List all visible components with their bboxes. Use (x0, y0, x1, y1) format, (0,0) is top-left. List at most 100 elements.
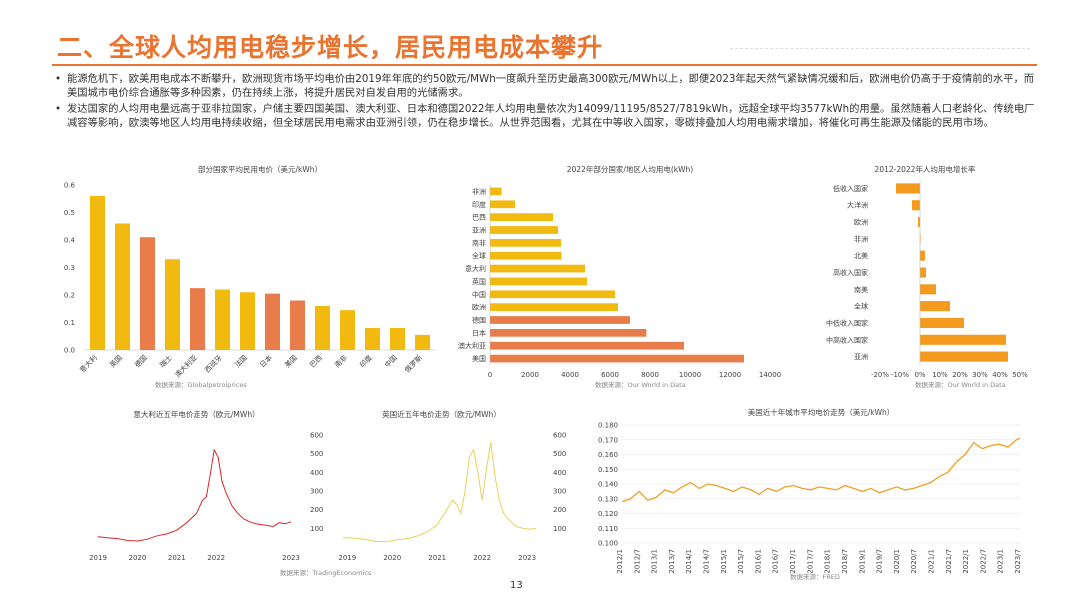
series-line (621, 437, 1021, 503)
y-tick-label: 中低收入国家 (826, 318, 868, 327)
x-tick-label: 2020/1 (893, 549, 901, 574)
y-tick-label: 北美 (854, 251, 868, 260)
x-tick-label: 10000 (679, 371, 701, 379)
page-number: 13 (510, 580, 523, 591)
growth-bar-chart: 2012-2022年人均用电增长率 低收入国家 大洋洲 欧洲 非洲 北美 高收入国家 南美 全球… (810, 160, 1035, 395)
bar (490, 277, 587, 286)
x-tick-label: -10% (891, 371, 909, 379)
chart-source: 数据来源：FRED (790, 572, 840, 581)
x-tick-label: 2020 (128, 554, 146, 562)
x-tick-label: 2014/7 (703, 549, 711, 574)
y-tick-label: 0.0 (64, 347, 75, 355)
bar (390, 328, 405, 350)
per-capita-bar-chart: 2022年部分国家/地区人均用电(kWh) 非洲 印度 巴西 亚洲 南非 全球 意大利 英国 中国… (455, 160, 795, 395)
y-tick-label: 0.110 (598, 525, 618, 533)
y-tick-label: 0.150 (598, 466, 618, 474)
x-tick-label: 2018/1 (824, 549, 832, 574)
x-tick-label: 2022/1 (962, 549, 970, 574)
y-tick-label: 巴西 (472, 214, 486, 222)
bar (90, 196, 105, 350)
bar (365, 328, 380, 350)
y-tick-label: 0.140 (598, 481, 618, 489)
x-tick-label: 40% (992, 371, 1008, 379)
bar (920, 317, 964, 328)
x-tick-label: 印度 (358, 353, 374, 369)
x-tick-label: 2019/7 (876, 549, 884, 574)
x-tick-label: 瑞士 (158, 353, 174, 369)
bar (290, 300, 305, 350)
y-tick-label: 0.2 (64, 292, 75, 300)
bar (490, 264, 585, 273)
bar (490, 213, 553, 221)
y-tick-label: 亚洲 (854, 353, 868, 361)
bar (315, 306, 330, 350)
y-tick-label: 0.4 (64, 237, 76, 245)
bar (920, 351, 1008, 362)
y-tick-label: 0.1 (64, 319, 75, 327)
x-tick-label: 2015/7 (737, 549, 745, 574)
bar (115, 223, 130, 350)
y-tick-label: 500 (553, 450, 566, 458)
title-decoration (730, 48, 1030, 55)
bar (190, 288, 205, 350)
x-tick-label: 西班牙 (203, 353, 224, 374)
bar (490, 316, 630, 324)
italy-line-chart: 意大利近五年电价走势（欧元/MWh） 100 200 300 400 500 600 2019… (89, 405, 372, 580)
x-tick-label: -20% (871, 371, 889, 379)
x-tick-label: 50% (1012, 371, 1028, 379)
series-line (97, 448, 292, 542)
x-tick-label: 2023 (518, 554, 536, 562)
x-tick-label: 2014/1 (685, 549, 693, 574)
y-tick-label: 0.6 (64, 182, 76, 190)
y-tick-label: 美国 (472, 354, 486, 363)
y-tick-label: 南美 (854, 285, 868, 294)
x-tick-label: 2023 (282, 554, 300, 562)
y-tick-label: 大洋洲 (847, 201, 868, 210)
y-tick-label: 全球 (472, 251, 486, 260)
uk-line-chart-svg: 英国近五年电价走势（欧元/MWh） 100 200 300 400 500 600 2019 2… (338, 409, 566, 562)
us-line-chart: 美国近十年城市平均电价走势（美元/kWh） 0.100 0.110 0.120 0.13… (590, 405, 1035, 585)
uk-line-chart: 英国近五年电价走势（欧元/MWh） 100 200 300 400 500 600 2019 2… (335, 405, 575, 580)
y-tick-label: 500 (310, 450, 323, 458)
y-tick-label: 200 (553, 506, 566, 514)
bar (920, 334, 1006, 345)
y-tick-label: 日本 (472, 328, 486, 337)
x-tick-label: 2021 (168, 554, 186, 562)
bar (140, 237, 155, 350)
us-line-chart-svg: 美国近十年城市平均电价走势（美元/kWh） 0.100 0.110 0.120 0.13… (598, 407, 1022, 581)
chart-title: 意大利近五年电价走势（欧元/MWh） (133, 409, 259, 419)
x-tick-label: 2021 (428, 554, 446, 562)
x-tick-label: 中国 (383, 353, 399, 369)
x-tick-label: 澳大利亚 (173, 353, 199, 379)
y-tick-label: 中国 (472, 290, 486, 299)
x-tick-label: 2015/1 (720, 549, 728, 574)
x-tick-label: 0% (914, 371, 925, 379)
y-tick-label: 0.180 (598, 422, 618, 430)
bullet-text: 发达国家的人均用电量远高于亚非拉国家，户储主要四国美国、澳大利亚、日本和德国20… (67, 103, 1035, 129)
bullet-item: • 发达国家的人均用电量远高于亚非拉国家，户储主要四国美国、澳大利亚、日本和德国… (55, 102, 1035, 130)
x-tick-label: 2023/1 (997, 549, 1005, 574)
x-tick-label: 2017/1 (789, 549, 797, 574)
x-tick-label: 2016/1 (754, 549, 762, 574)
bullet-list: • 能源危机下，欧美用电成本不断攀升，欧洲现货市场平均电价由2019年年底的约5… (55, 72, 1035, 132)
x-tick-label: 2020 (383, 554, 401, 562)
bar (265, 293, 280, 350)
chart-title: 美国近十年城市平均电价走势（美元/kWh） (748, 407, 895, 417)
bar (490, 200, 515, 209)
x-tick-label: 2017/7 (806, 549, 814, 574)
x-tick-label: 日本 (258, 353, 274, 369)
y-tick-label: 600 (553, 432, 566, 440)
bar (240, 292, 255, 350)
y-tick-label: 100 (310, 525, 323, 533)
y-tick-label: 300 (553, 488, 566, 496)
y-tick-label: 600 (310, 432, 323, 440)
bar (490, 303, 618, 311)
y-tick-label: 欧洲 (854, 218, 868, 227)
y-tick-label: 中高收入国家 (826, 335, 868, 344)
y-tick-label: 0.5 (64, 209, 75, 217)
chart-source: 数据来源：TradingEconomics (280, 568, 372, 577)
chart-title: 2022年部分国家/地区人均用电(kWh) (567, 164, 694, 174)
y-tick-label: 全球 (854, 302, 868, 311)
series-line (342, 442, 536, 543)
italy-line-chart-svg: 意大利近五年电价走势（欧元/MWh） 100 200 300 400 500 600 2019… (89, 409, 372, 577)
